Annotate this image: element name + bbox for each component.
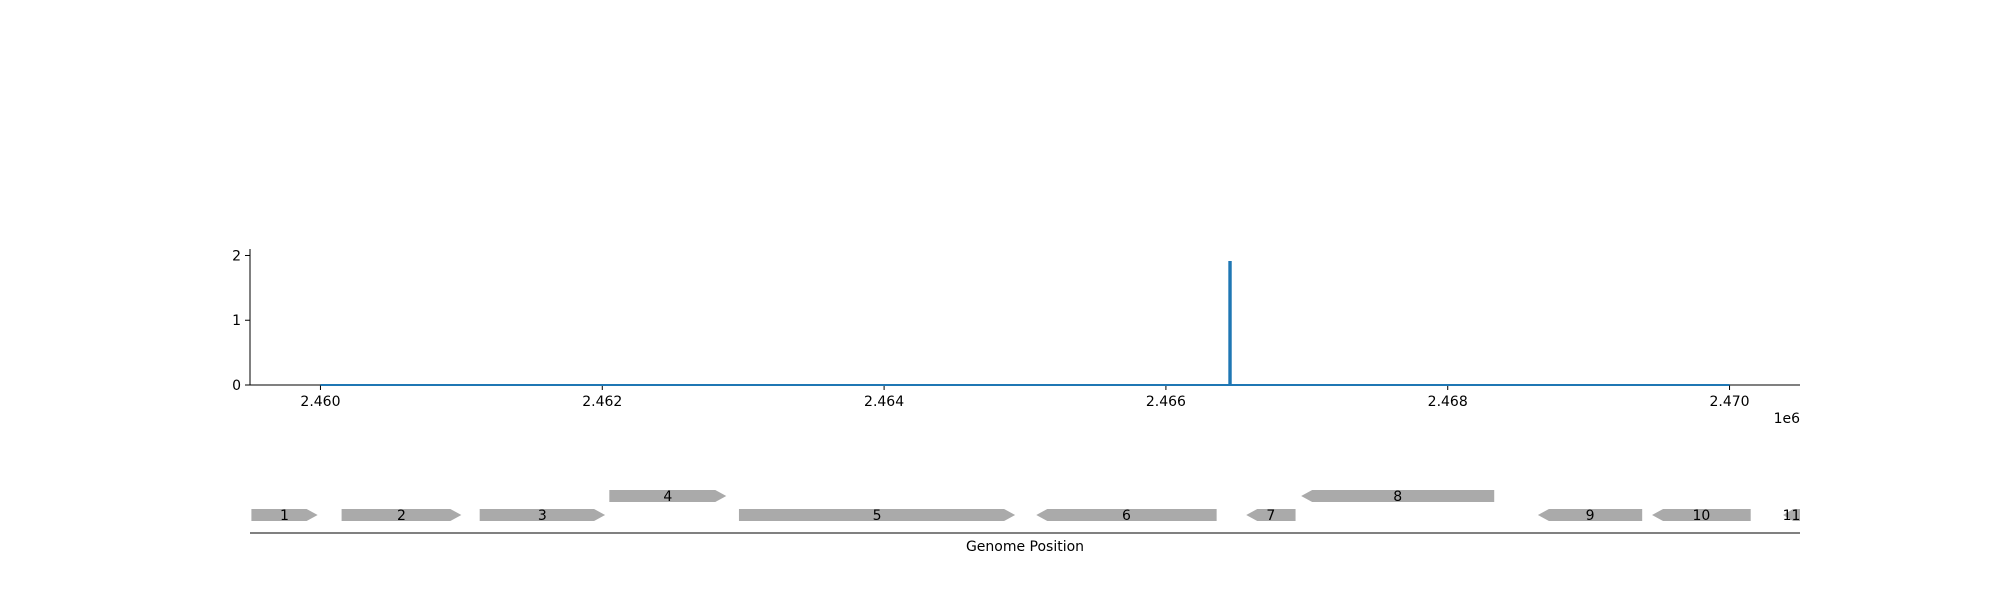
gene-arrow: [1301, 490, 1495, 502]
y-tick-label: 2: [232, 248, 241, 264]
gene-label: 5: [873, 508, 882, 524]
gene-arrow: [1537, 509, 1643, 521]
gene-arrow: [479, 509, 606, 521]
coverage-plot: 2.460 2.462 2.464 2.466 2.468 2.470 1e6 0 1 2: [232, 248, 1800, 427]
gene-label: 11: [1783, 508, 1801, 524]
gene-label: 4: [663, 489, 672, 505]
gene-label: 3: [538, 508, 547, 524]
x-tick-label: 2.466: [1146, 394, 1186, 410]
x-offset-label: 1e6: [1774, 411, 1801, 427]
x-tick-label: 2.460: [300, 394, 340, 410]
x-tick-label: 2.464: [864, 394, 904, 410]
gene-label: 6: [1122, 508, 1131, 524]
coverage-line: [320, 260, 1730, 386]
gene-arrow: [341, 509, 462, 521]
gene-arrow: [1652, 509, 1751, 521]
gene-track: Genome Position 1 2 3 4 5 6 7 8 9 10 11: [250, 489, 1800, 555]
gene-label: 7: [1266, 508, 1275, 524]
gene-arrow: [1783, 509, 1800, 521]
gene-arrow: [251, 509, 318, 521]
gene-arrow: [1246, 509, 1296, 521]
gene-label: 2: [397, 508, 406, 524]
gene-label: 1: [280, 508, 289, 524]
y-tick-label: 1: [232, 313, 241, 329]
gene-label: 9: [1586, 508, 1595, 524]
gene-arrow: [738, 509, 1016, 521]
gene-arrow: [1036, 509, 1217, 521]
gene-arrow: [609, 490, 727, 502]
y-tick-label: 0: [232, 378, 241, 394]
x-tick-label: 2.468: [1428, 394, 1468, 410]
x-tick-label: 2.470: [1709, 394, 1749, 410]
x-axis-label: Genome Position: [966, 539, 1084, 555]
gene-label: 10: [1692, 508, 1710, 524]
gene-label: 8: [1393, 489, 1402, 505]
x-tick-label: 2.462: [582, 394, 622, 410]
